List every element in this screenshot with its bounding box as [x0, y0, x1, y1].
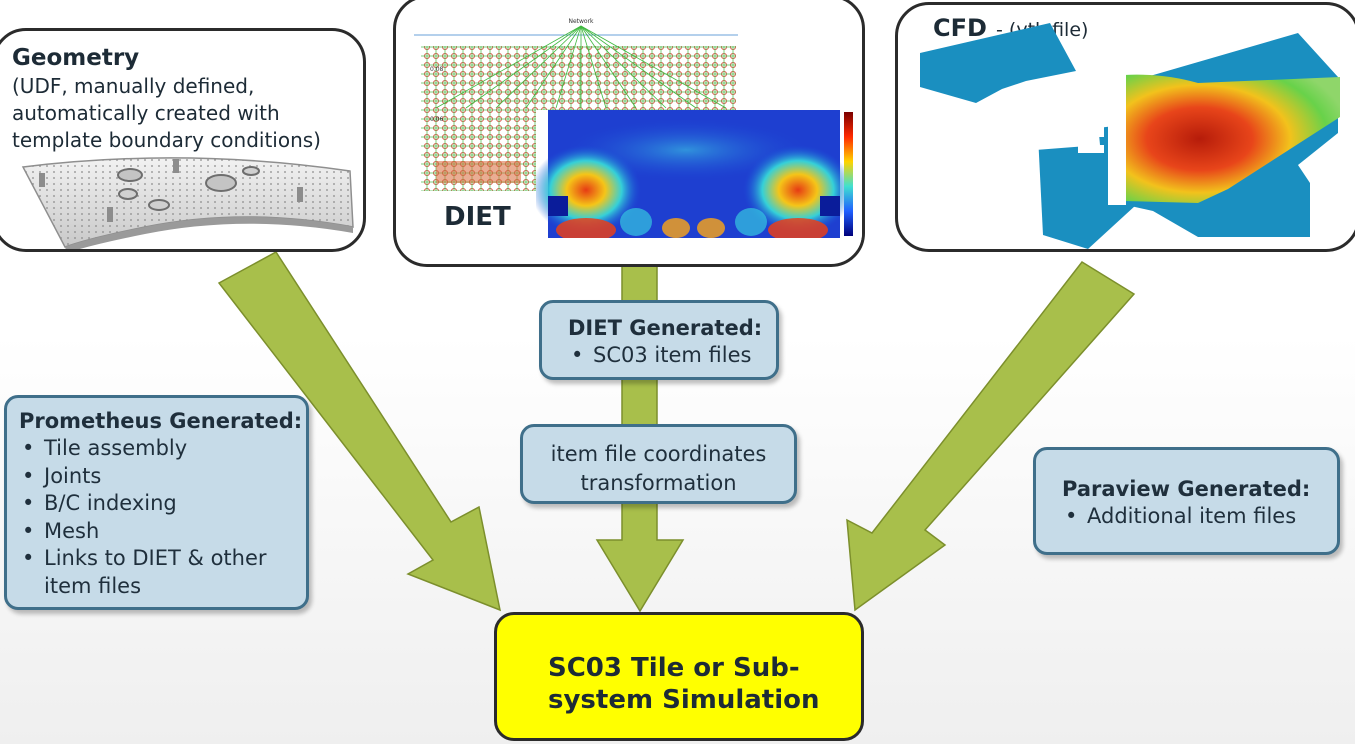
simulation-target-line: system Simulation	[548, 685, 820, 715]
simulation-target-box: SC03 Tile or Sub- system Simulation	[494, 612, 864, 741]
cfd-title: CFD	[933, 14, 987, 42]
tile-geometry-image	[21, 157, 354, 249]
prometheus-generated-title: Prometheus Generated:	[19, 409, 303, 433]
diet-generated-box: DIET Generated: SC03 item files	[539, 300, 779, 380]
list-item: Joints	[19, 463, 306, 491]
diet-generated-title: DIET Generated:	[568, 316, 763, 340]
diet-generated-list: SC03 item files	[568, 342, 776, 370]
cfd-card: CFD - (vtk file)	[895, 2, 1355, 252]
list-item: SC03 item files	[568, 342, 776, 370]
geometry-desc-line: template boundary conditions)	[12, 128, 321, 152]
list-item: Links to DIET & other	[19, 545, 306, 573]
transformation-line: item file coordinates	[550, 442, 767, 466]
transformation-box: item file coordinates transformation	[520, 424, 797, 504]
arrow-geometry-to-simulation	[217, 251, 502, 612]
prometheus-generated-box: Prometheus Generated: Tile assembly Join…	[4, 395, 309, 610]
geometry-description: (UDF, manually defined, automatically cr…	[12, 73, 321, 154]
paraview-generated-box: Paraview Generated: Additional item file…	[1033, 447, 1340, 555]
paraview-generated-title: Paraview Generated:	[1062, 477, 1311, 501]
diet-label: DIET	[444, 202, 511, 232]
transformation-line: transformation	[580, 471, 737, 495]
list-item: Mesh	[19, 518, 306, 546]
list-item-continuation: item files	[44, 573, 142, 598]
svg-text:0.08: 0.08	[430, 66, 444, 73]
cfd-combustor-image	[920, 23, 1340, 249]
simulation-target-line: SC03 Tile or Sub-	[548, 653, 800, 683]
svg-text:0.06: 0.06	[430, 116, 444, 123]
list-item: B/C indexing	[19, 490, 306, 518]
paraview-generated-list: Additional item files	[1062, 503, 1337, 531]
geometry-desc-line: (UDF, manually defined,	[12, 74, 255, 98]
list-item: Additional item files	[1062, 503, 1337, 531]
diet-card: Network 0.08 0.06	[393, 0, 865, 267]
diet-temperature-heatmap	[536, 110, 862, 250]
geometry-title: Geometry	[12, 45, 140, 71]
geometry-card: Geometry (UDF, manually defined, automat…	[0, 28, 366, 252]
svg-text:Network: Network	[568, 18, 594, 25]
arrow-cfd-to-simulation	[846, 261, 1136, 612]
list-item: Tile assembly	[19, 435, 306, 463]
geometry-desc-line: automatically created with	[12, 101, 280, 125]
prometheus-generated-list: Tile assembly Joints B/C indexing Mesh L…	[19, 435, 306, 600]
